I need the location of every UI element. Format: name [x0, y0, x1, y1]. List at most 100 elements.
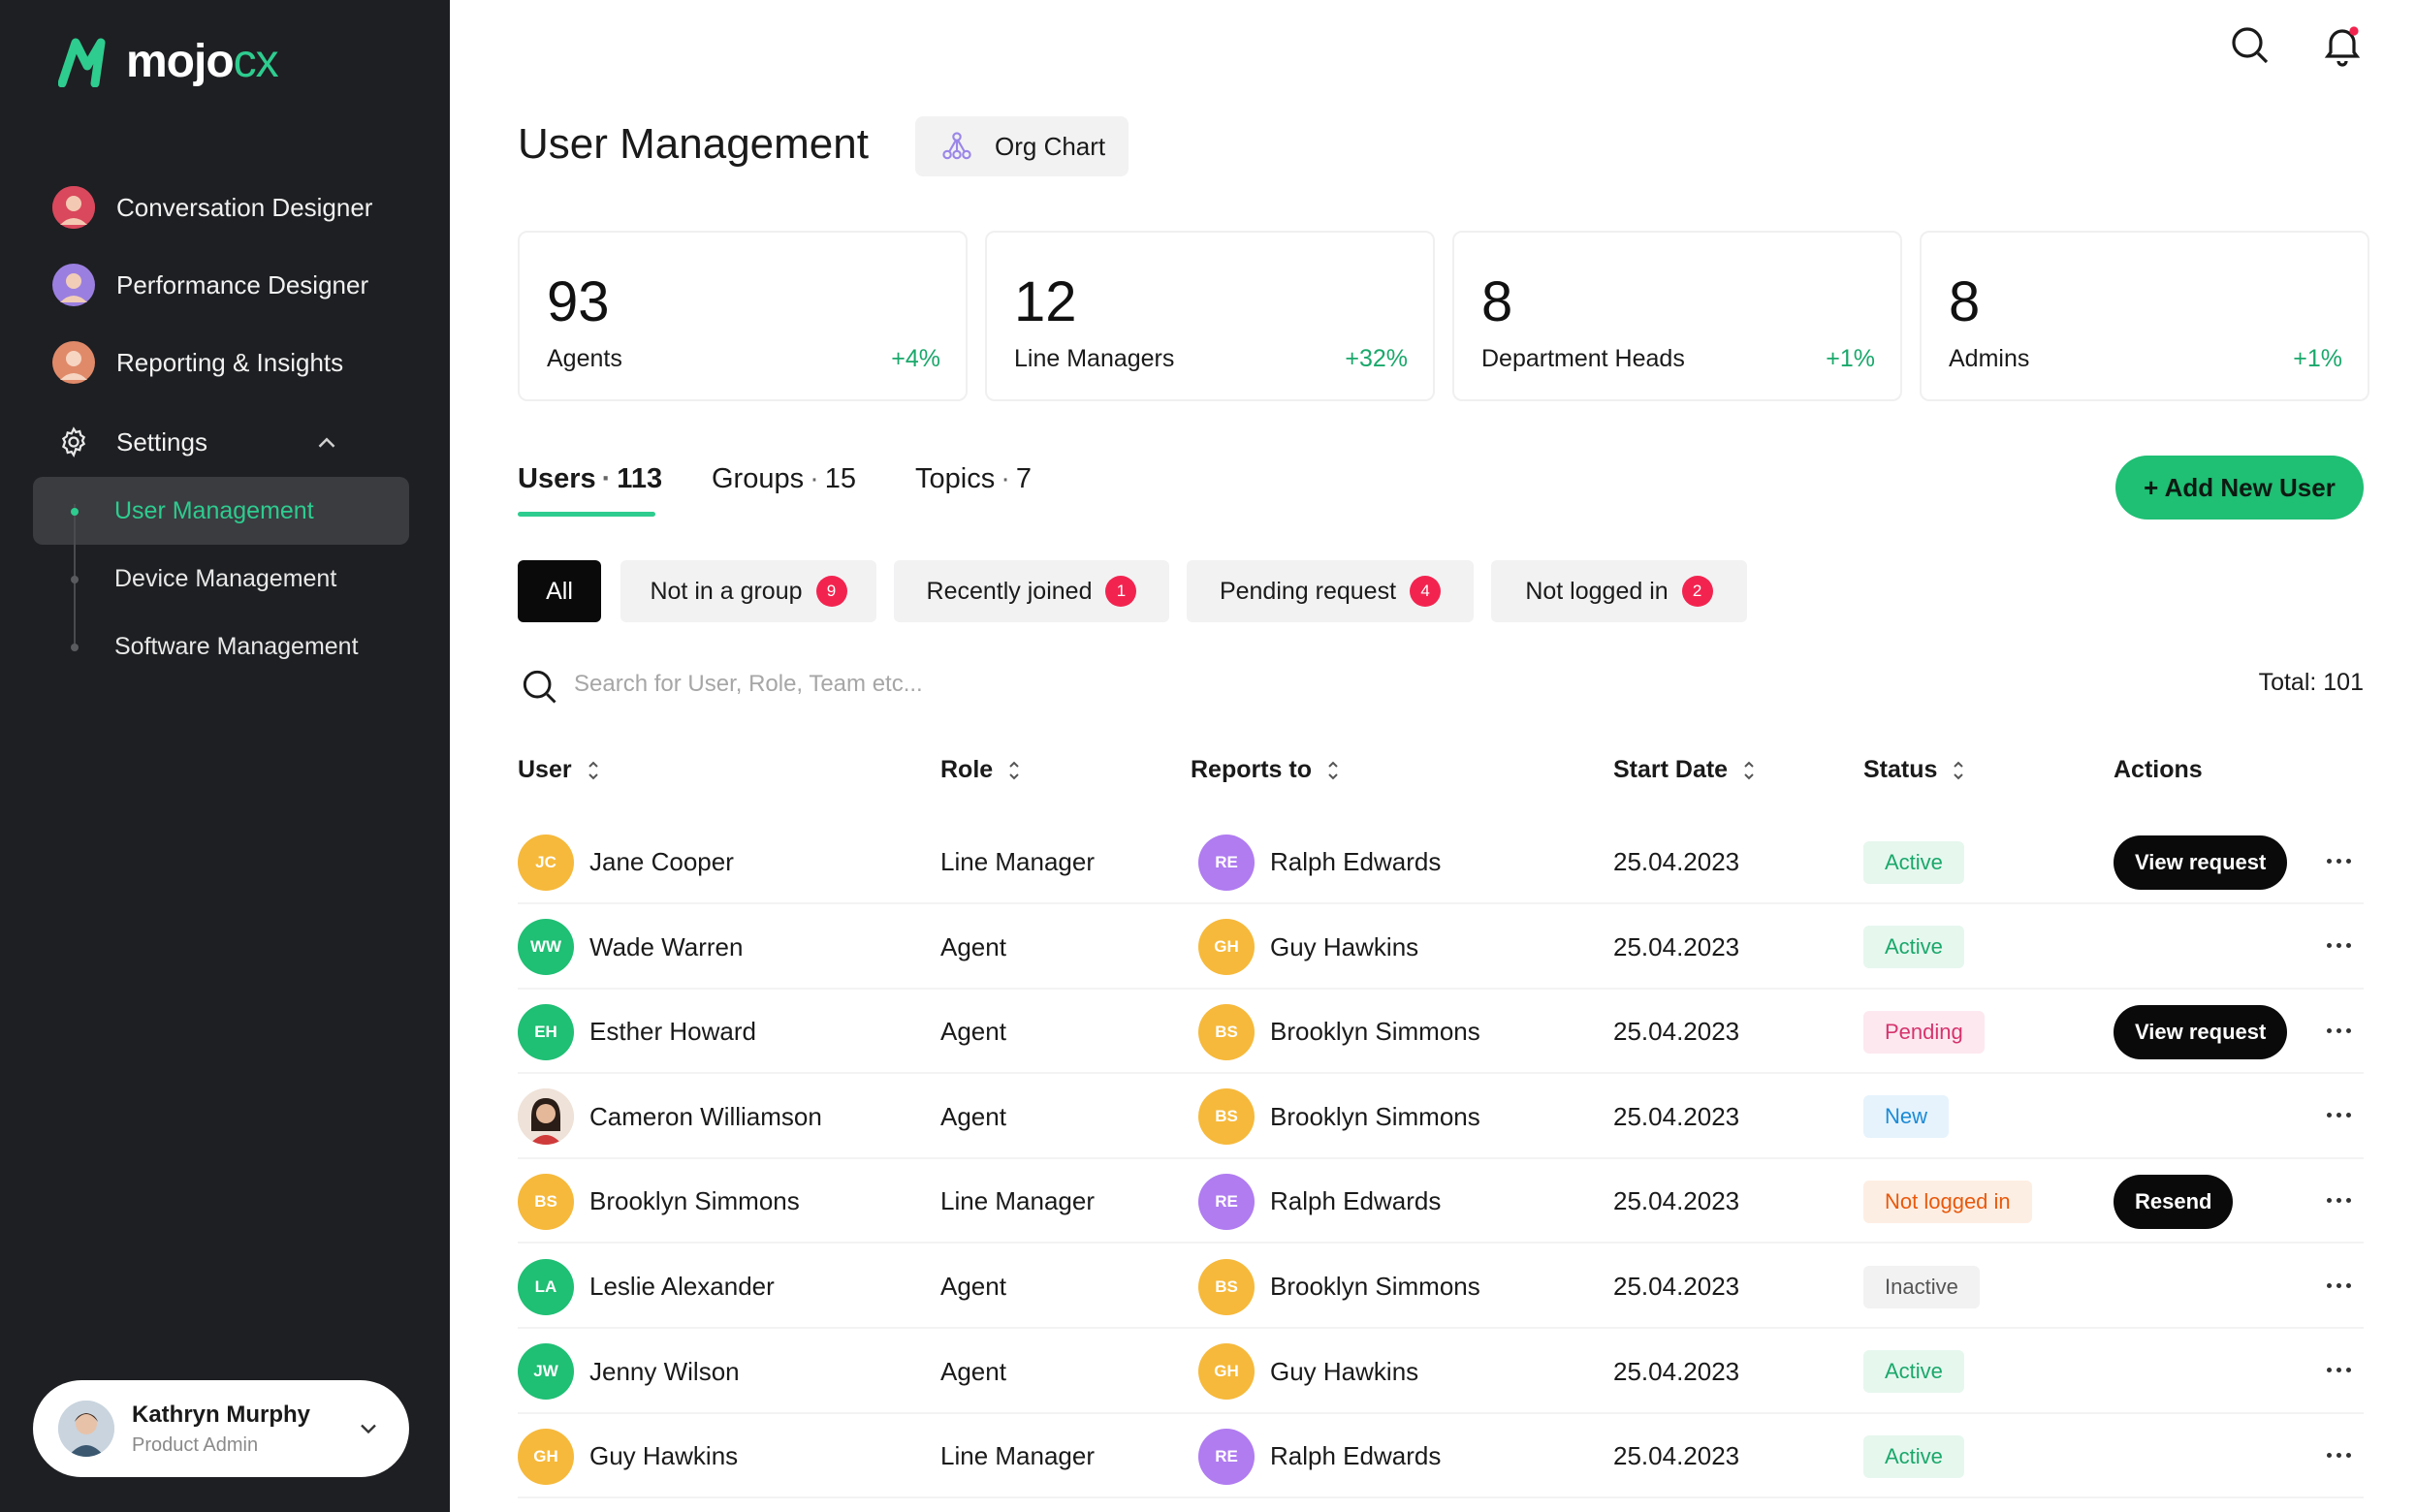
filter-label: All	[546, 577, 573, 605]
table-row[interactable]: EH Esther Howard Agent BS Brooklyn Simmons 25…	[518, 990, 2364, 1075]
sub-nav-dot	[71, 644, 79, 651]
sidebar-item-label: Conversation Designer	[116, 192, 373, 222]
avatar: RE	[1198, 834, 1255, 891]
filter-not-logged-in[interactable]: Not logged in 2	[1491, 560, 1747, 622]
avatar: JC	[518, 834, 574, 891]
sidebar-item-label: Reporting & Insights	[116, 347, 344, 377]
sidebar-sub-active-highlight	[33, 477, 409, 545]
org-chart-label: Org Chart	[995, 131, 1106, 161]
avatar-icon	[52, 186, 95, 229]
view-request-button[interactable]: View request	[2114, 835, 2288, 890]
stat-delta: +4%	[891, 345, 940, 372]
more-options-icon[interactable]	[2321, 1019, 2356, 1042]
reports-to-name: Brooklyn Simmons	[1270, 1017, 1480, 1047]
reports-to-cell: BS Brooklyn Simmons	[1198, 1075, 1480, 1159]
stat-card-line-managers: 12 Line Managers +32%	[985, 231, 1435, 401]
sidebar-sub-device-management[interactable]: Device Management	[114, 565, 337, 592]
column-header-start-date[interactable]: Start Date	[1613, 756, 1757, 784]
avatar: GH	[518, 1428, 574, 1485]
sidebar-sub-user-management[interactable]: User Management	[114, 497, 314, 524]
tab-users[interactable]: Users · 113	[518, 463, 663, 494]
filter-recently-joined[interactable]: Recently joined 1	[894, 560, 1169, 622]
status-badge: Active	[1863, 1434, 1964, 1478]
more-options-icon[interactable]	[2321, 1274, 2356, 1297]
sort-icon	[1954, 761, 1964, 779]
column-label: Start Date	[1613, 756, 1729, 783]
sidebar-item-conversation-designer[interactable]: Conversation Designer	[52, 184, 372, 231]
table-row[interactable]: WW Wade Warren Agent GH Guy Hawkins 25.04.202…	[518, 905, 2364, 990]
stat-card-agents: 93 Agents +4%	[518, 231, 968, 401]
org-chart-button[interactable]: Org Chart	[915, 116, 1129, 176]
reports-to-cell: GH Guy Hawkins	[1198, 905, 1418, 990]
start-date-cell: 25.04.2023	[1613, 1356, 1740, 1386]
table-row[interactable]: BS Brooklyn Simmons Line Manager RE Ralph Ed…	[518, 1159, 2364, 1244]
more-options-icon[interactable]	[2321, 849, 2356, 872]
bell-icon[interactable]	[2319, 21, 2366, 68]
view-request-button[interactable]: View request	[2114, 1004, 2288, 1059]
column-label: Status	[1863, 756, 1938, 783]
status-cell: Active	[1863, 820, 1964, 904]
sidebar-item-reporting-insights[interactable]: Reporting & Insights	[52, 339, 343, 386]
gear-icon	[52, 421, 95, 463]
column-header-status[interactable]: Status	[1863, 756, 1966, 784]
more-options-icon[interactable]	[2321, 1188, 2356, 1212]
search-icon[interactable]	[2226, 21, 2273, 68]
role-cell: Line Manager	[940, 847, 1095, 876]
start-date-cell: 25.04.2023	[1613, 1017, 1740, 1047]
sort-icon	[1009, 761, 1019, 779]
count-badge: 4	[1410, 576, 1442, 607]
more-options-icon[interactable]	[2321, 1359, 2356, 1382]
tab-topics[interactable]: Topics · 7	[915, 463, 1033, 494]
start-date-cell: 25.04.2023	[1613, 1272, 1740, 1301]
logo[interactable]: mojocx	[58, 35, 279, 88]
start-date-cell: 25.04.2023	[1613, 931, 1740, 961]
avatar: LA	[518, 1258, 574, 1315]
filter-not-in-group[interactable]: Not in a group 9	[620, 560, 876, 622]
status-cell: Inactive	[1863, 1244, 1980, 1329]
more-options-icon[interactable]	[2321, 1443, 2356, 1466]
status-badge: Active	[1863, 1350, 1964, 1394]
table-row[interactable]: JW Jenny Wilson Agent GH Guy Hawkins 25.04.20…	[518, 1330, 2364, 1414]
status-cell: Not logged in	[1863, 1159, 2032, 1244]
column-header-reports-to[interactable]: Reports to	[1191, 756, 1341, 784]
user-name: Cameron Williamson	[589, 1101, 822, 1131]
column-header-user[interactable]: User	[518, 756, 601, 784]
stat-value: 8	[1949, 270, 1981, 333]
tab-label: Topics	[915, 463, 996, 494]
current-user-card[interactable]: Kathryn Murphy Product Admin	[33, 1380, 409, 1477]
sidebar-item-settings[interactable]: Settings	[52, 419, 207, 465]
table-row[interactable]: JC Jane Cooper Line Manager RE Ralph Edwards…	[518, 820, 2364, 904]
table-row[interactable]: Cameron Williamson Agent BS Brooklyn Simmon…	[518, 1075, 2364, 1159]
total-count: Total: 101	[2258, 669, 2364, 696]
sidebar-item-label: Performance Designer	[116, 269, 369, 299]
more-options-icon[interactable]	[2321, 1104, 2356, 1127]
tab-label: Groups	[712, 463, 805, 494]
filter-all[interactable]: All	[518, 560, 601, 622]
user-cell: EH Esther Howard	[518, 990, 756, 1074]
current-user-name: Kathryn Murphy	[132, 1401, 311, 1428]
stat-label: Line Managers	[1014, 345, 1175, 372]
resend-button[interactable]: Resend	[2114, 1174, 2234, 1229]
filter-pending-request[interactable]: Pending request 4	[1187, 560, 1474, 622]
sidebar-sub-software-management[interactable]: Software Management	[114, 633, 359, 660]
filter-label: Recently joined	[926, 577, 1093, 605]
avatar: BS	[1198, 1003, 1255, 1060]
column-header-role[interactable]: Role	[940, 756, 1022, 784]
reports-to-cell: RE Ralph Edwards	[1198, 1414, 1441, 1498]
reports-to-name: Brooklyn Simmons	[1270, 1272, 1480, 1301]
status-badge: Active	[1863, 840, 1964, 884]
add-new-user-button[interactable]: + Add New User	[2115, 456, 2364, 520]
tab-groups[interactable]: Groups · 15	[712, 463, 857, 494]
search-input[interactable]	[574, 663, 1446, 706]
more-options-icon[interactable]	[2321, 934, 2356, 958]
sort-icon	[1744, 761, 1754, 779]
sidebar-item-performance-designer[interactable]: Performance Designer	[52, 262, 368, 308]
avatar: RE	[1198, 1173, 1255, 1230]
user-cell: WW Wade Warren	[518, 905, 743, 990]
table-row[interactable]: GH Guy Hawkins Line Manager RE Ralph Edwards…	[518, 1414, 2364, 1499]
column-label: Reports to	[1191, 756, 1312, 783]
avatar: JW	[518, 1343, 574, 1401]
filter-label: Not logged in	[1525, 577, 1669, 605]
table-row[interactable]: LA Leslie Alexander Agent BS Brooklyn Simmon…	[518, 1244, 2364, 1329]
chevron-up-icon[interactable]	[312, 428, 341, 457]
